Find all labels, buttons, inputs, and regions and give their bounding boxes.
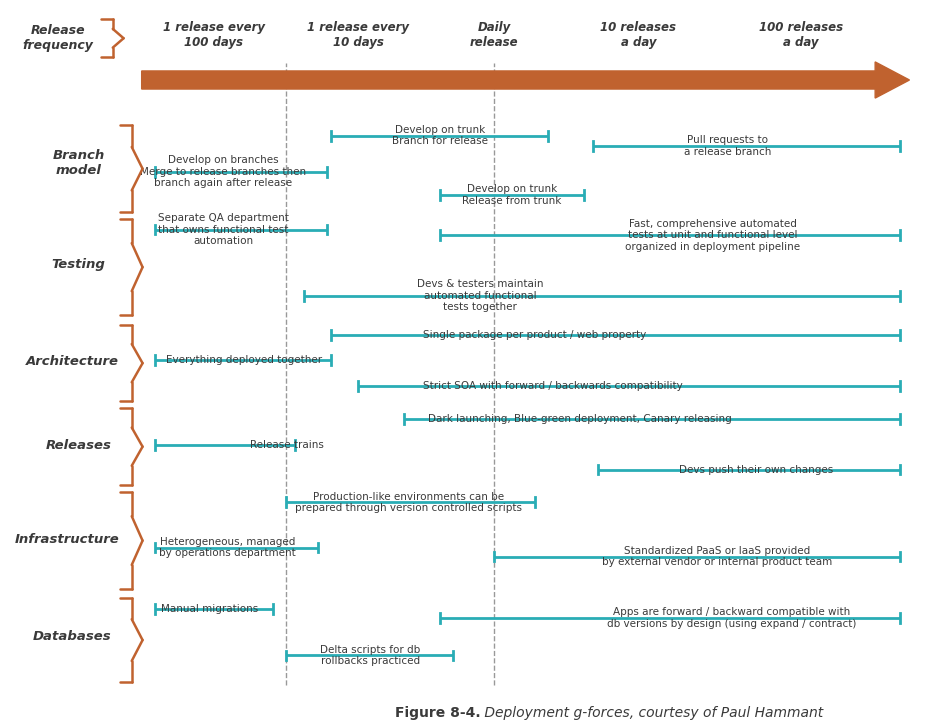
Text: Single package per product / web property: Single package per product / web propert… [423, 331, 646, 340]
Text: Testing: Testing [52, 258, 105, 271]
Text: 1 release every
100 days: 1 release every 100 days [163, 21, 265, 49]
Text: Branch
model: Branch model [53, 149, 104, 178]
Text: Releases: Releases [45, 439, 112, 452]
Text: Devs & testers maintain
automated functional
tests together: Devs & testers maintain automated functi… [417, 279, 544, 312]
Text: Develop on branches
Merge to release branches then
branch again after release: Develop on branches Merge to release bra… [140, 155, 306, 188]
Text: Apps are forward / backward compatible with
db versions by design (using expand : Apps are forward / backward compatible w… [607, 607, 856, 629]
Text: Production-like environments can be
prepared through version controlled scripts: Production-like environments can be prep… [295, 492, 522, 513]
FancyArrow shape [142, 62, 910, 98]
Text: Release trains: Release trains [250, 440, 324, 450]
Text: Release
frequency: Release frequency [23, 24, 93, 52]
Text: Separate QA department
that owns functional test
automation: Separate QA department that owns functio… [158, 213, 288, 246]
Text: Everything deployed together: Everything deployed together [165, 355, 322, 365]
Text: Pull requests to
a release branch: Pull requests to a release branch [684, 136, 771, 157]
Text: Strict SOA with forward / backwards compatibility: Strict SOA with forward / backwards comp… [423, 381, 683, 391]
Text: Databases: Databases [33, 630, 112, 643]
Text: Infrastructure: Infrastructure [14, 533, 119, 546]
Text: Daily
release: Daily release [470, 21, 518, 49]
Text: Develop on trunk
Release from trunk: Develop on trunk Release from trunk [462, 184, 562, 206]
Text: Architecture: Architecture [25, 355, 118, 368]
Text: Deployment g-forces, courtesy of Paul Hammant: Deployment g-forces, courtesy of Paul Ha… [481, 706, 824, 720]
Text: Standardized PaaS or IaaS provided
by external vendor or internal product team: Standardized PaaS or IaaS provided by ex… [602, 546, 833, 568]
Text: Manual migrations: Manual migrations [161, 604, 258, 614]
Text: Fast, comprehensive automated
tests at unit and functional level
organized in de: Fast, comprehensive automated tests at u… [625, 218, 800, 252]
Text: Dark launching, Blue-green deployment, Canary releasing: Dark launching, Blue-green deployment, C… [428, 414, 731, 424]
Text: 10 releases
a day: 10 releases a day [600, 21, 676, 49]
Text: Heterogeneous, managed
by operations department: Heterogeneous, managed by operations dep… [159, 536, 296, 558]
Text: Devs push their own changes: Devs push their own changes [679, 465, 834, 475]
Text: 1 release every
10 days: 1 release every 10 days [307, 21, 409, 49]
Text: 100 releases
a day: 100 releases a day [759, 21, 843, 49]
Text: Figure 8-4.: Figure 8-4. [394, 706, 481, 720]
Text: Develop on trunk
Branch for release: Develop on trunk Branch for release [392, 125, 487, 146]
Text: Delta scripts for db
rollbacks practiced: Delta scripts for db rollbacks practiced [320, 645, 421, 666]
